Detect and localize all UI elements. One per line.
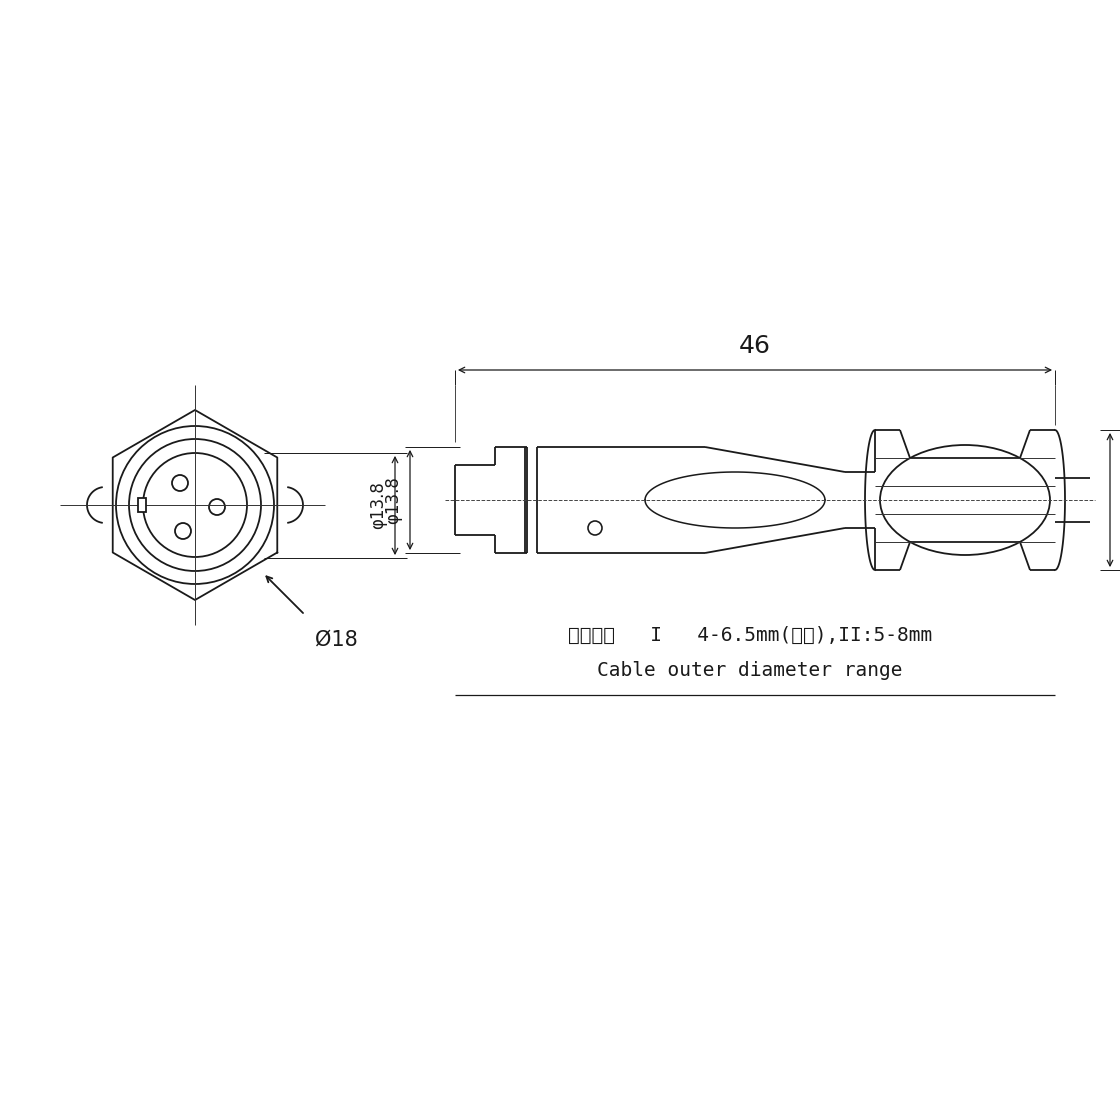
Text: 电缆直径   I   4-6.5mm(不标),II:5-8mm: 电缆直径 I 4-6.5mm(不标),II:5-8mm [568, 626, 932, 645]
Text: φ13.8: φ13.8 [384, 476, 402, 524]
Text: φ13.8: φ13.8 [368, 482, 388, 530]
Bar [138, 498, 146, 512]
Text: Ø18: Ø18 [315, 631, 357, 650]
Text: Cable outer diameter range: Cable outer diameter range [597, 661, 903, 680]
Text: 46: 46 [739, 334, 771, 358]
